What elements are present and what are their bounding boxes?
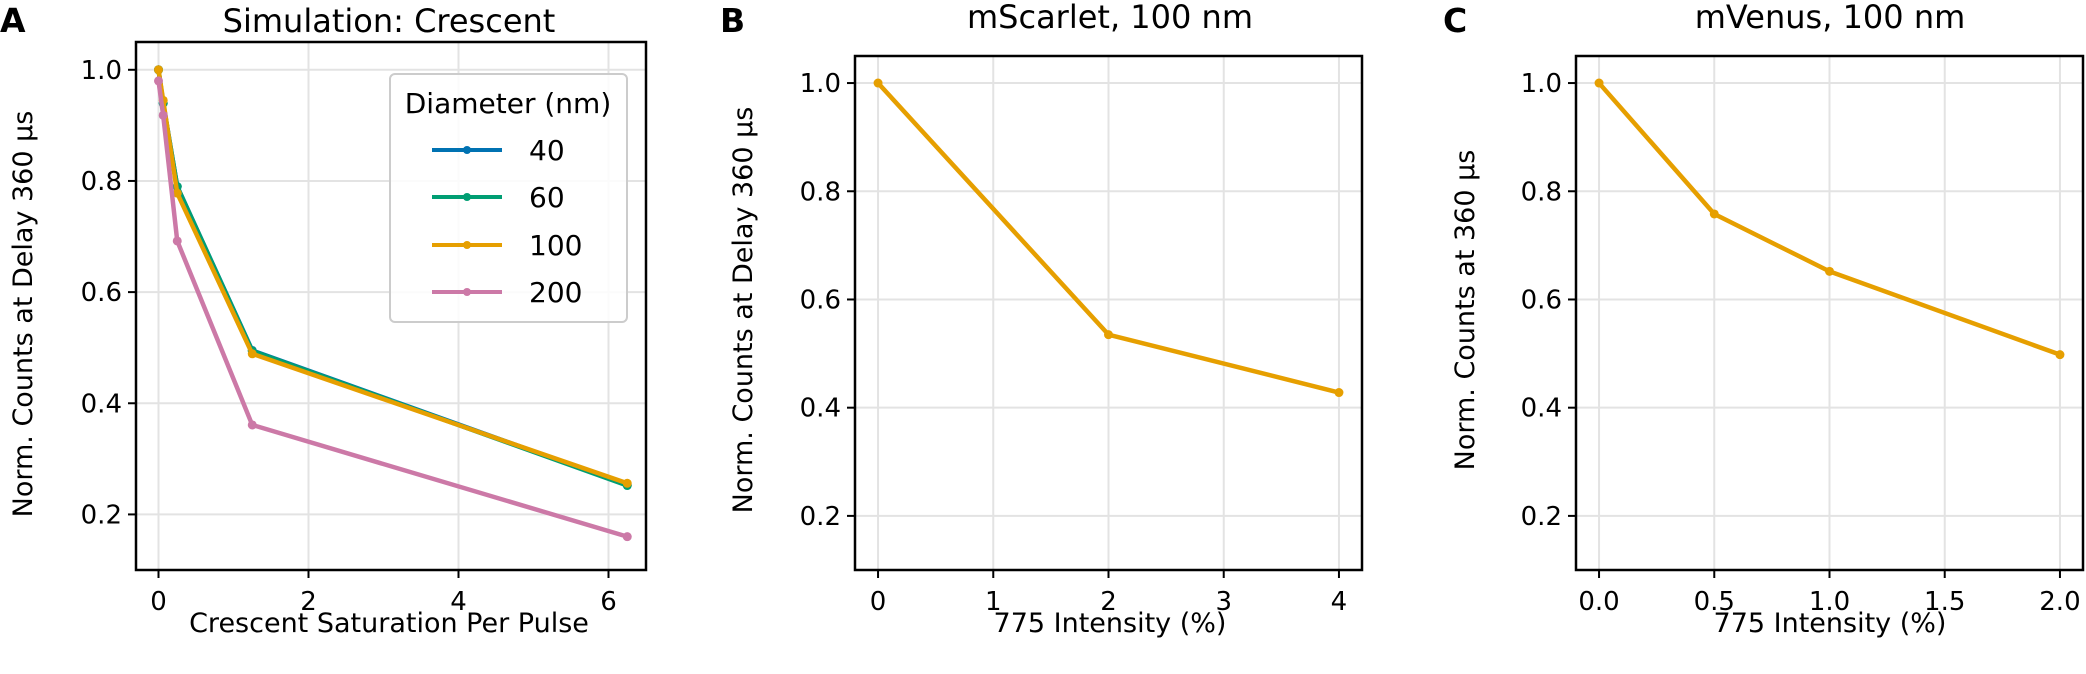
panel-b-x-axis-label: 775 Intensity (%) <box>994 608 1227 639</box>
legend-entry-40: 40 <box>432 134 565 167</box>
panel-b-y-axis-label: Norm. Counts at Delay 360 µs <box>728 107 759 514</box>
panel-b-y-tick-label: 0.2 <box>800 502 841 532</box>
panel-c-x-tick-label: 0.5 <box>1694 587 1735 617</box>
panel-c: C mVenus, 100 nm 0.0 0.5 1.0 1.5 2.00.20.40.… <box>1443 0 2085 639</box>
legend-label-100: 100 <box>529 229 582 262</box>
panel-c-data-point-0 <box>2055 350 2065 360</box>
panel-a-data-point-100 <box>622 478 632 488</box>
panel-b-x-tick-label: 0 <box>870 587 887 617</box>
panel-c-y-axis-label: Norm. Counts at 360 µs <box>1450 150 1481 471</box>
panel-c-y-tick-label: 0.8 <box>1521 177 1562 207</box>
panel-c-y-tick-label: 1.0 <box>1521 69 1562 99</box>
legend: Diameter (nm) 40 60 100 200 <box>389 73 628 323</box>
panel-b-y-tick-label: 0.8 <box>800 177 841 207</box>
panel-b-x-tick-label: 1 <box>985 587 1002 617</box>
panel-c-x-tick-label: 2.0 <box>2039 587 2080 617</box>
legend-label-40: 40 <box>529 134 565 167</box>
panel-c-plot: 0.0 0.5 1.0 1.5 2.0 0.2 0.4 0.6 0.8 1.0 <box>1521 54 2085 617</box>
legend-entry-100: 100 <box>432 229 582 262</box>
panel-b-y-tick-label: 0.6 <box>800 285 841 315</box>
panel-a-y-tick-label: 1.0 <box>81 56 122 86</box>
panel-c-data-point-0 <box>1709 209 1719 219</box>
panel-c-x-tick-label: 0.0 <box>1578 587 1619 617</box>
panel-letter-b: B <box>720 1 745 40</box>
panel-b-x-tick-label: 4 <box>1331 587 1348 617</box>
panel-a-data-point-100 <box>247 349 257 359</box>
panel-b-title: mScarlet, 100 nm <box>967 0 1253 36</box>
panel-c-y-tick-label: 0.4 <box>1521 394 1562 424</box>
panel-b: B mScarlet, 100 nm 0 1 2 3 40.20.40.60.81.0 … <box>720 0 1364 639</box>
panel-a-plot: 0 2 4 6 0.2 0.4 0.6 0.8 1.0 <box>81 40 648 617</box>
panel-c-y-tick-label: 0.2 <box>1521 502 1562 532</box>
legend-box <box>389 73 628 323</box>
panel-c-y-tick-label: 0.6 <box>1521 285 1562 315</box>
panel-b-y-tick-label: 0.4 <box>800 394 841 424</box>
legend-label-200: 200 <box>529 276 582 309</box>
panel-a-data-point-100 <box>172 188 182 198</box>
panel-a-data-point-200 <box>247 420 257 430</box>
panel-a-x-tick-label: 4 <box>450 587 467 617</box>
panel-a-y-tick-label: 0.8 <box>81 167 122 197</box>
legend-marker-100 <box>463 241 471 249</box>
legend-label-60: 60 <box>529 181 565 214</box>
panel-b-plot: 0 1 2 3 4 0.2 0.4 0.6 0.8 1.0 <box>800 54 1364 617</box>
panel-a-y-tick-label: 0.2 <box>81 500 122 530</box>
legend-entry-200: 200 <box>432 276 582 309</box>
panel-b-x-tick-label: 2 <box>1100 587 1117 617</box>
panel-c-data-point-0 <box>1594 78 1604 88</box>
panel-b-x-tick-label: 3 <box>1215 587 1232 617</box>
panel-c-title: mVenus, 100 nm <box>1695 0 1966 36</box>
panel-c-series-line-0 <box>1597 81 2061 357</box>
panel-c-x-tick-label: 1.0 <box>1809 587 1850 617</box>
panel-a-data-point-200 <box>154 76 163 86</box>
panel-letter-a: A <box>0 1 26 40</box>
panel-a-y-tick-label: 0.4 <box>81 389 122 419</box>
panel-a-data-point-200 <box>158 110 168 120</box>
legend-marker-200 <box>463 288 471 296</box>
panel-a-axes-frame <box>134 40 648 572</box>
panel-a-title: Simulation: Crescent <box>223 2 556 40</box>
panel-b-data-point-0 <box>873 78 883 88</box>
panel-b-data-point-0 <box>1334 388 1344 398</box>
panel-a: A Simulation: Crescent 0 2 4 6 0.2 0.4 0.6 0.8 1… <box>0 1 648 639</box>
panel-a-x-axis-label: Crescent Saturation Per Pulse <box>189 608 589 639</box>
panel-c-x-axis-label: 775 Intensity (%) <box>1714 608 1947 639</box>
legend-marker-60 <box>463 193 471 201</box>
panel-c-x-tick-label: 1.5 <box>1924 587 1965 617</box>
panel-letter-c: C <box>1443 1 1467 40</box>
panel-a-x-tick-label: 2 <box>300 587 317 617</box>
panel-c-data-point-0 <box>1825 266 1834 276</box>
panel-a-data-point-100 <box>154 65 163 75</box>
panel-a-data-point-200 <box>172 236 182 246</box>
panel-b-data-point-0 <box>1104 330 1113 340</box>
panel-a-y-tick-label: 0.6 <box>81 278 122 308</box>
panel-a-x-tick-label: 0 <box>150 587 167 617</box>
panel-a-x-tick-label: 6 <box>600 587 617 617</box>
legend-marker-40 <box>463 146 471 154</box>
legend-title: Diameter (nm) <box>405 87 612 120</box>
panel-b-y-tick-label: 1.0 <box>800 69 841 99</box>
panel-a-y-axis-label: Norm. Counts at Delay 360 µs <box>8 111 39 518</box>
legend-entry-60: 60 <box>432 181 565 214</box>
panel-a-data-point-200 <box>622 532 632 542</box>
